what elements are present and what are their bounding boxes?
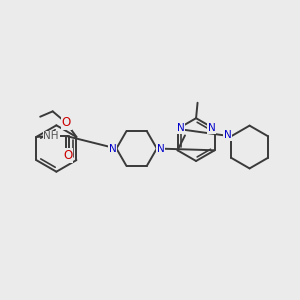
Text: O: O	[63, 149, 72, 162]
Text: O: O	[61, 116, 71, 129]
Text: N: N	[224, 130, 231, 140]
Text: N: N	[109, 143, 117, 154]
Text: N: N	[177, 123, 184, 133]
Text: NH: NH	[44, 131, 59, 141]
Text: N: N	[157, 143, 164, 154]
Text: N: N	[208, 123, 215, 133]
